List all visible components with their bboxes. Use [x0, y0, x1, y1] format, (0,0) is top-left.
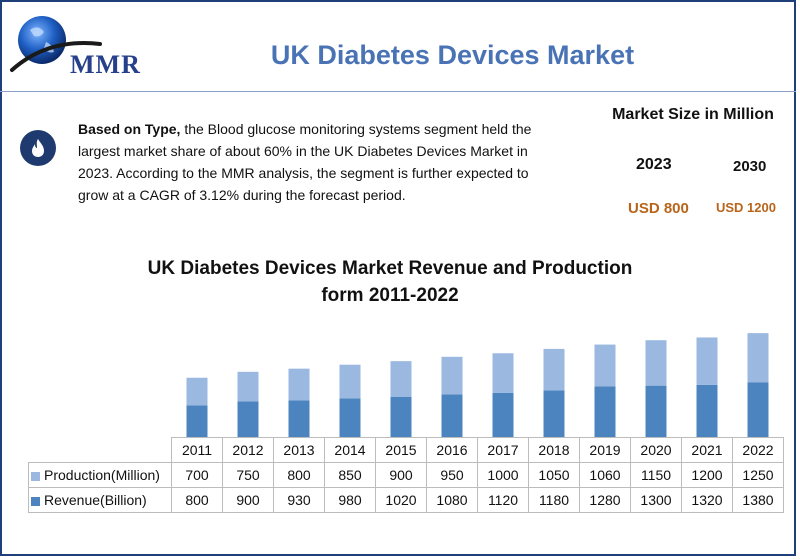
legend-label-revenue: Revenue(Billion)	[44, 492, 147, 508]
bar-revenue-2019	[594, 386, 616, 437]
bar-revenue-2011	[186, 405, 208, 437]
mmr-logo: MMR	[8, 8, 148, 79]
table-cell-year: 2018	[528, 437, 580, 463]
bar-production-2015	[390, 361, 412, 397]
table-cell-production: 700	[171, 462, 223, 488]
bar-production-2011	[186, 377, 208, 406]
table-cell-revenue: 1380	[732, 487, 784, 513]
table-cell-year: 2012	[222, 437, 274, 463]
logo-text: MMR	[70, 50, 141, 79]
table-cell-production: 750	[222, 462, 274, 488]
table-cell-revenue: 800	[171, 487, 223, 513]
bar-revenue-2018	[543, 390, 565, 437]
bar-revenue-2020	[645, 385, 667, 437]
bar-revenue-2014	[339, 398, 361, 437]
market-size-value-2023: USD 800	[628, 200, 689, 217]
bar-production-2018	[543, 348, 565, 391]
market-size-title: Market Size in Million	[612, 106, 774, 123]
table-cell-production: 1050	[528, 462, 580, 488]
bar-revenue-2016	[441, 394, 463, 437]
bar-production-2020	[645, 340, 667, 386]
bar-production-2021	[696, 337, 718, 385]
table-cell-revenue: 900	[222, 487, 274, 513]
legend-swatch-production	[31, 471, 40, 481]
table-cell-year: 2017	[477, 437, 529, 463]
table-cell-year: 2021	[681, 437, 733, 463]
market-size-value-2030: USD 1200	[716, 200, 776, 215]
bar-revenue-2022	[747, 382, 769, 437]
table-cell-revenue: 1300	[630, 487, 682, 513]
flame-icon	[20, 130, 56, 166]
description-body: the Blood glucose monitoring systems seg…	[78, 121, 532, 203]
table-cell-production: 900	[375, 462, 427, 488]
bar-revenue-2017	[492, 392, 514, 437]
table-cell-revenue: 1020	[375, 487, 427, 513]
table-cell-year: 2022	[732, 437, 784, 463]
table-cell-revenue: 1120	[477, 487, 529, 513]
bar-production-2022	[747, 333, 769, 383]
bar-production-2012	[237, 371, 259, 402]
table-cell-year: 2015	[375, 437, 427, 463]
table-row-years: 2011 2012 2013 2014 2015 2016 2017 2018 2019 2020…	[29, 437, 784, 463]
table-cell-year: 2020	[630, 437, 682, 463]
chart-title-line2: form 2011-2022	[321, 285, 459, 306]
table-cell-production: 1150	[630, 462, 682, 488]
bar-production-2017	[492, 353, 514, 393]
stacked-bar-chart	[186, 333, 769, 437]
bar-production-2016	[441, 356, 463, 395]
globe-icon	[10, 16, 102, 72]
table-cell-revenue: 1080	[426, 487, 478, 513]
bar-revenue-2021	[696, 384, 718, 437]
legend-production: Production(Million)	[28, 462, 172, 488]
bar-production-2013	[288, 368, 310, 401]
header-divider	[0, 91, 796, 92]
legend-label-production: Production(Million)	[44, 467, 160, 483]
market-size-year-2030: 2030	[733, 158, 767, 175]
chart-title-line1: UK Diabetes Devices Market Revenue and P…	[147, 258, 633, 279]
table-cell-year: 2011	[171, 437, 223, 463]
bar-revenue-2015	[390, 396, 412, 437]
table-cell-production: 1060	[579, 462, 631, 488]
bar-revenue-2013	[288, 400, 310, 437]
table-cell-revenue: 1180	[528, 487, 580, 513]
chart-title: UK Diabetes Devices Market Revenue and P…	[130, 255, 650, 309]
market-size-year-2023: 2023	[636, 156, 672, 173]
legend-revenue: Revenue(Billion)	[28, 487, 172, 513]
table-cell-year: 2013	[273, 437, 325, 463]
table-cell-production: 1200	[681, 462, 733, 488]
page-title: UK Diabetes Devices Market	[270, 40, 635, 70]
description-lead: Based on Type,	[78, 121, 181, 137]
bar-production-2014	[339, 364, 361, 399]
legend-swatch-revenue	[31, 496, 40, 506]
table-cell-year: 2019	[579, 437, 631, 463]
table-cell-production: 850	[324, 462, 376, 488]
bar-production-2019	[594, 344, 616, 387]
table-row-production: Production(Million) 700 750 800 850 900 950 10…	[28, 462, 784, 488]
table-cell-revenue: 1320	[681, 487, 733, 513]
description-text: Based on Type, the Blood glucose monitor…	[78, 118, 548, 206]
bar-revenue-2012	[237, 401, 259, 437]
table-cell-production: 950	[426, 462, 478, 488]
table-cell-production: 1250	[732, 462, 784, 488]
table-cell-year: 2014	[324, 437, 376, 463]
table-cell-year: 2016	[426, 437, 478, 463]
table-cell-revenue: 1280	[579, 487, 631, 513]
table-cell-production: 800	[273, 462, 325, 488]
table-cell-revenue: 930	[273, 487, 325, 513]
chart-data-table: 2011 2012 2013 2014 2015 2016 2017 2018 2019 2020…	[28, 437, 784, 513]
table-row-revenue: Revenue(Billion) 800 900 930 980 1020 1080 112…	[28, 487, 784, 513]
table-cell-revenue: 980	[324, 487, 376, 513]
table-cell-production: 1000	[477, 462, 529, 488]
